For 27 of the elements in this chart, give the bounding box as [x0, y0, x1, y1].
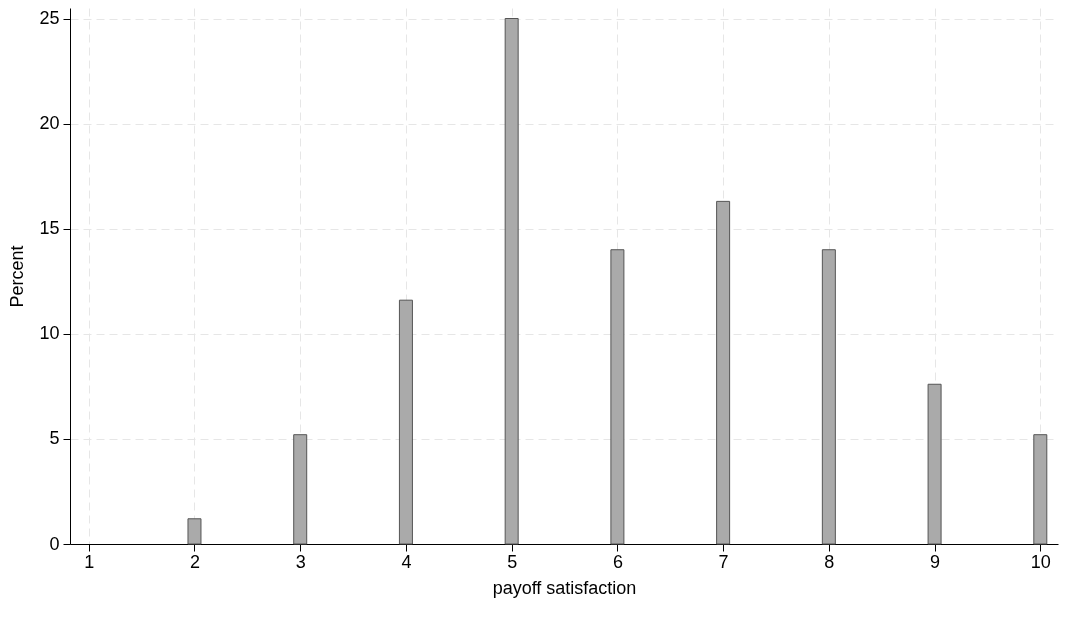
- x-tick-label: 1: [84, 551, 95, 572]
- x-tick-label: 6: [612, 551, 623, 572]
- x-tick-label: 9: [930, 551, 941, 572]
- bar: [1033, 434, 1048, 545]
- x-tick-label: 3: [295, 551, 306, 572]
- y-tick-label: 10: [39, 323, 60, 344]
- y-tick-label: 5: [49, 428, 60, 449]
- bar: [504, 18, 519, 545]
- bar: [821, 249, 836, 545]
- y-tick-label: 20: [39, 113, 60, 134]
- x-tick-label: 10: [1030, 551, 1051, 572]
- bar: [293, 434, 308, 545]
- y-tick-label: 15: [39, 218, 60, 239]
- y-axis-title: Percent: [7, 245, 28, 308]
- x-tick-label: 2: [189, 551, 200, 572]
- bar: [716, 200, 731, 545]
- y-tick-label: 0: [49, 533, 60, 554]
- x-tick-label: 5: [507, 551, 518, 572]
- bar: [398, 299, 413, 545]
- x-tick-label: 7: [718, 551, 729, 572]
- bar: [610, 249, 625, 545]
- x-tick-label: 4: [401, 551, 412, 572]
- y-tick-label: 25: [39, 8, 60, 29]
- x-tick-label: 8: [824, 551, 835, 572]
- x-axis-title: payoff satisfaction: [492, 577, 637, 598]
- bar: [187, 518, 202, 545]
- bar: [927, 383, 942, 545]
